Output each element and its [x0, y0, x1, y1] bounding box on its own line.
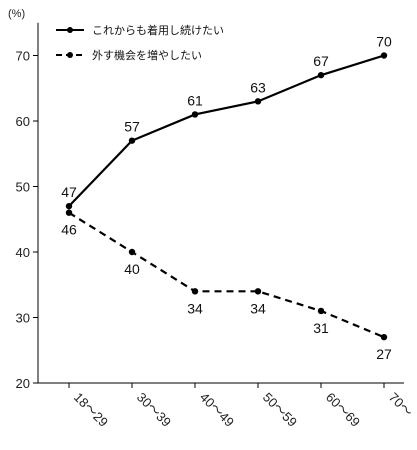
data-point-series-2 — [191, 288, 199, 295]
series-line-1 — [68, 54, 385, 207]
data-label-series-1: 67 — [313, 53, 329, 69]
legend-item-series-1: これからも着用し続けたい — [56, 23, 224, 37]
x-tick-label: 30～39 — [134, 390, 174, 430]
data-point-series-2 — [65, 209, 73, 216]
data-point-series-2 — [317, 307, 325, 315]
x-tick-label: 50～59 — [260, 390, 300, 430]
data-label-series-1: 57 — [124, 119, 140, 135]
data-label-series-2: 34 — [187, 300, 203, 316]
legend-item-series-2: 外す機会を増やしたい — [56, 48, 202, 62]
legend-label-series-2: 外す機会を増やしたい — [92, 48, 202, 62]
data-label-series-2: 31 — [313, 320, 329, 336]
data-label-series-1: 63 — [250, 79, 266, 95]
data-point-series-1 — [254, 98, 262, 105]
data-label-series-1: 47 — [61, 184, 77, 200]
data-point-series-1 — [128, 137, 136, 144]
y-tick-label: 70 — [16, 49, 30, 64]
data-point-series-2 — [128, 248, 136, 256]
data-point-series-2 — [254, 288, 262, 295]
series-layer — [65, 52, 388, 341]
legend-marker-series-1 — [67, 27, 73, 33]
data-point-series-1 — [380, 52, 388, 59]
y-tick-label: 20 — [16, 376, 30, 391]
data-label-series-1: 70 — [376, 34, 392, 50]
data-label-series-1: 61 — [187, 92, 203, 108]
legend-marker-series-2 — [67, 52, 73, 58]
data-point-series-1 — [317, 71, 325, 79]
x-tick-label: 40～49 — [197, 390, 237, 430]
data-label-series-2: 40 — [124, 261, 140, 277]
y-tick-label: 60 — [16, 114, 30, 129]
series-line-2 — [68, 211, 385, 339]
y-tick-label: 50 — [16, 180, 30, 195]
y-tick-label: 30 — [16, 311, 30, 326]
x-tick-label: 60～69 — [323, 390, 363, 430]
y-unit-label: (%) — [8, 8, 25, 20]
data-label-series-2: 34 — [250, 300, 266, 316]
legend-label-series-1: これからも着用し続けたい — [92, 23, 224, 37]
legend: これからも着用し続けたい 外す機会を増やしたい — [56, 23, 224, 62]
data-label-series-2: 27 — [376, 346, 392, 362]
x-tick-label: 18～29 — [71, 390, 111, 430]
data-point-series-2 — [380, 333, 388, 341]
data-label-series-2: 46 — [61, 222, 77, 238]
data-point-series-1 — [65, 202, 73, 210]
data-labels: 47 57 61 63 67 70 46 40 34 34 31 27 — [61, 34, 392, 363]
y-tick-label: 40 — [16, 245, 30, 260]
x-tick-label: 70～ — [386, 390, 416, 420]
data-point-series-1 — [191, 111, 199, 118]
